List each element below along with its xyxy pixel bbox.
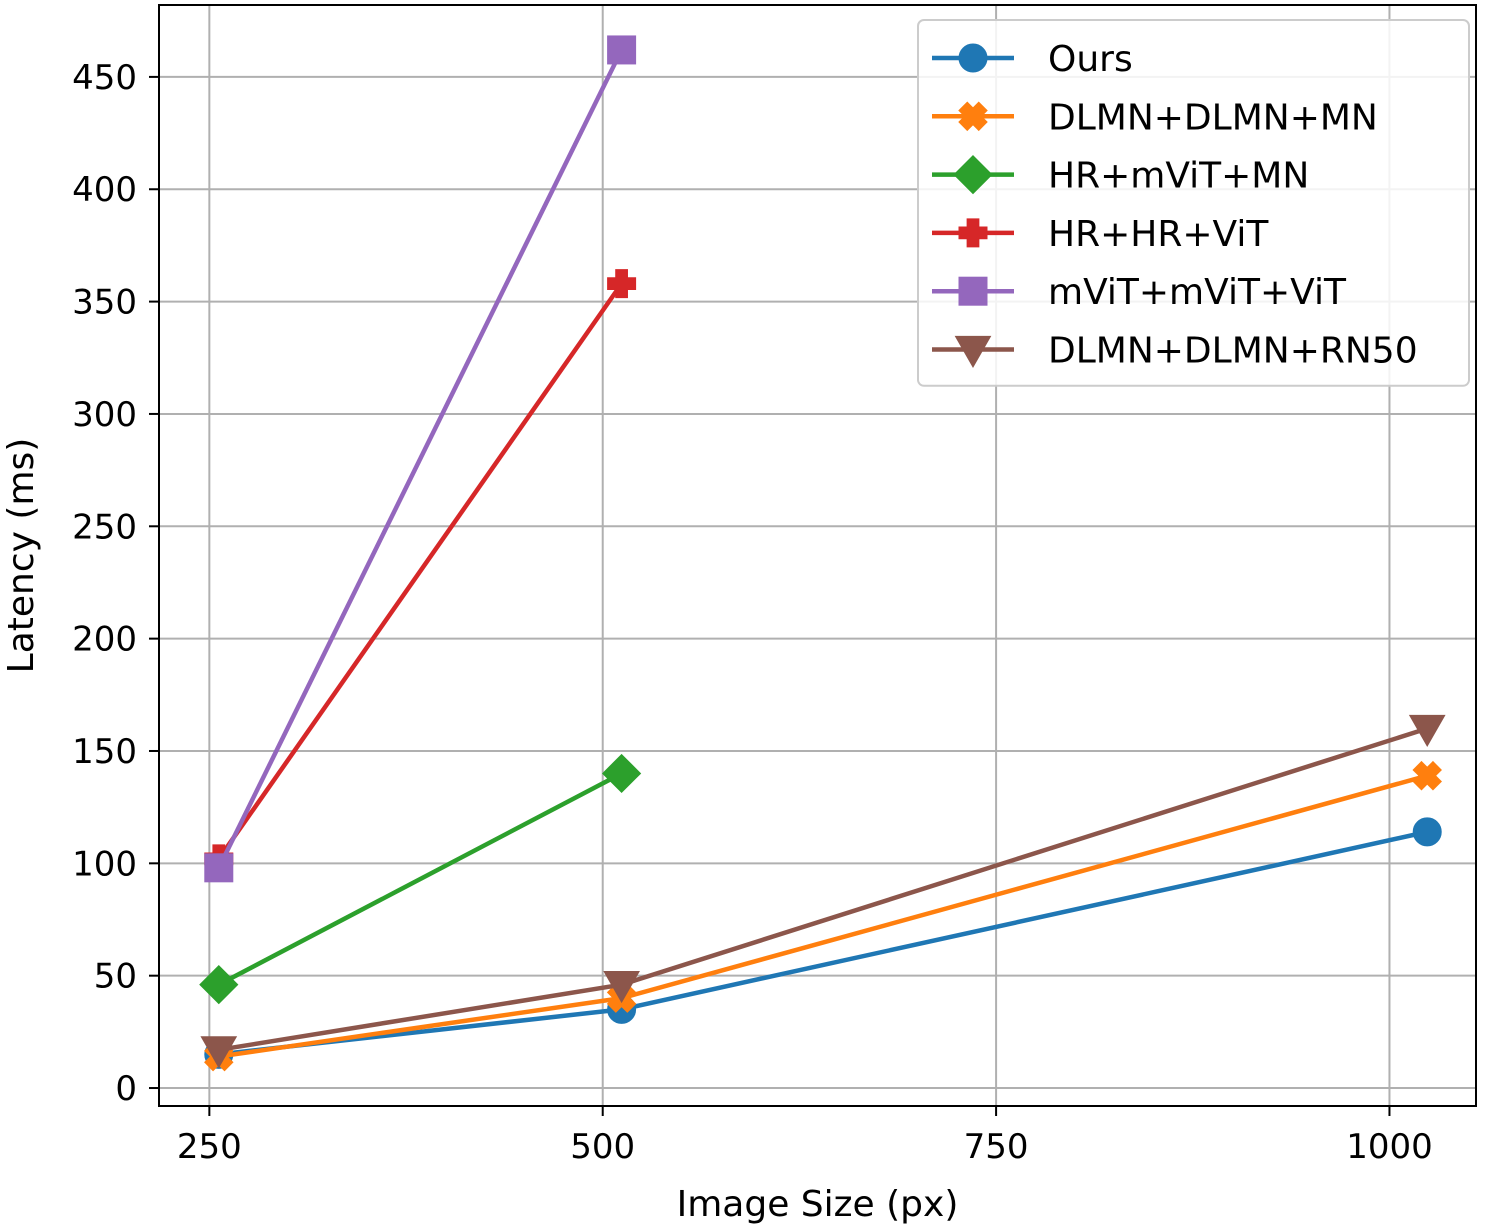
data-point bbox=[204, 853, 234, 883]
x-tick-label: 1000 bbox=[1346, 1127, 1433, 1167]
legend-label: mViT+mViT+ViT bbox=[1048, 272, 1347, 313]
x-axis-label: Image Size (px) bbox=[677, 1184, 959, 1225]
series-DLMN+DLMN+MN bbox=[204, 760, 1442, 1072]
y-tick-label: 250 bbox=[72, 507, 137, 547]
legend-label: Ours bbox=[1048, 39, 1133, 80]
series-line bbox=[216, 48, 624, 869]
data-point bbox=[1412, 817, 1442, 847]
series-line bbox=[218, 773, 1428, 1059]
series-line bbox=[217, 771, 623, 987]
y-tick-label: 0 bbox=[115, 1069, 137, 1109]
x-tick-label: 750 bbox=[964, 1127, 1029, 1167]
data-point bbox=[601, 753, 642, 794]
legend-marker-shape bbox=[958, 101, 988, 132]
data-point bbox=[607, 269, 637, 299]
legend-label: HR+mViT+MN bbox=[1048, 156, 1309, 197]
legend-entry: mViT+mViT+ViT bbox=[932, 272, 1347, 313]
legend-marker bbox=[958, 276, 988, 306]
series-HR+HR+ViT bbox=[204, 269, 637, 874]
x-tick-label: 500 bbox=[570, 1127, 635, 1167]
plot-frame bbox=[158, 4, 1477, 1107]
legend-marker bbox=[958, 101, 988, 132]
legend-entry: DLMN+DLMN+RN50 bbox=[932, 331, 1418, 372]
y-tick-label: 350 bbox=[72, 283, 137, 323]
legend-marker bbox=[958, 218, 988, 248]
legend-marker bbox=[953, 154, 993, 195]
legend-marker bbox=[954, 335, 992, 369]
series-DLMN+DLMN+RN50 bbox=[200, 714, 1446, 1069]
y-tick-label: 300 bbox=[72, 395, 137, 435]
y-tick-label: 100 bbox=[72, 844, 137, 884]
series-line bbox=[216, 282, 624, 861]
axis-ticks: 250 500 750 1000 0 50 100 150 200 250 300 350 400 450 bbox=[72, 58, 1433, 1167]
data-point bbox=[603, 971, 640, 1004]
y-tick-label: 450 bbox=[72, 58, 137, 98]
y-axis-label: Latency (ms) bbox=[1, 438, 42, 674]
series-mViT+mViT+ViT bbox=[204, 35, 637, 883]
data-point bbox=[607, 35, 637, 65]
y-tick-label: 50 bbox=[94, 957, 137, 997]
legend-entry: HR+mViT+MN bbox=[932, 154, 1309, 197]
data-point bbox=[1412, 760, 1442, 791]
legend-entry: DLMN+DLMN+MN bbox=[932, 97, 1378, 138]
legend-label: HR+HR+ViT bbox=[1048, 214, 1269, 255]
legend-entry: Ours bbox=[932, 39, 1133, 80]
legend-label: DLMN+DLMN+RN50 bbox=[1048, 331, 1418, 372]
legend-label: DLMN+DLMN+MN bbox=[1048, 97, 1378, 138]
series-lines bbox=[199, 35, 1446, 1072]
legend: Ours DLMN+DLMN+MN HR+mViT+MN HR+HR+ViT mViT+… bbox=[917, 19, 1470, 387]
series-HR+mViT+MN bbox=[199, 753, 642, 1005]
data-point bbox=[199, 965, 239, 1005]
legend-box bbox=[917, 19, 1470, 387]
y-tick-label: 150 bbox=[72, 732, 137, 772]
data-point bbox=[200, 1036, 238, 1069]
data-point bbox=[1408, 714, 1446, 748]
y-tick-label: 200 bbox=[72, 620, 137, 660]
x-tick-label: 250 bbox=[177, 1127, 242, 1167]
legend-marker bbox=[958, 43, 988, 73]
legend-entry: HR+HR+ViT bbox=[932, 214, 1269, 255]
data-point-shape bbox=[1412, 760, 1442, 791]
y-tick-label: 400 bbox=[72, 170, 137, 210]
